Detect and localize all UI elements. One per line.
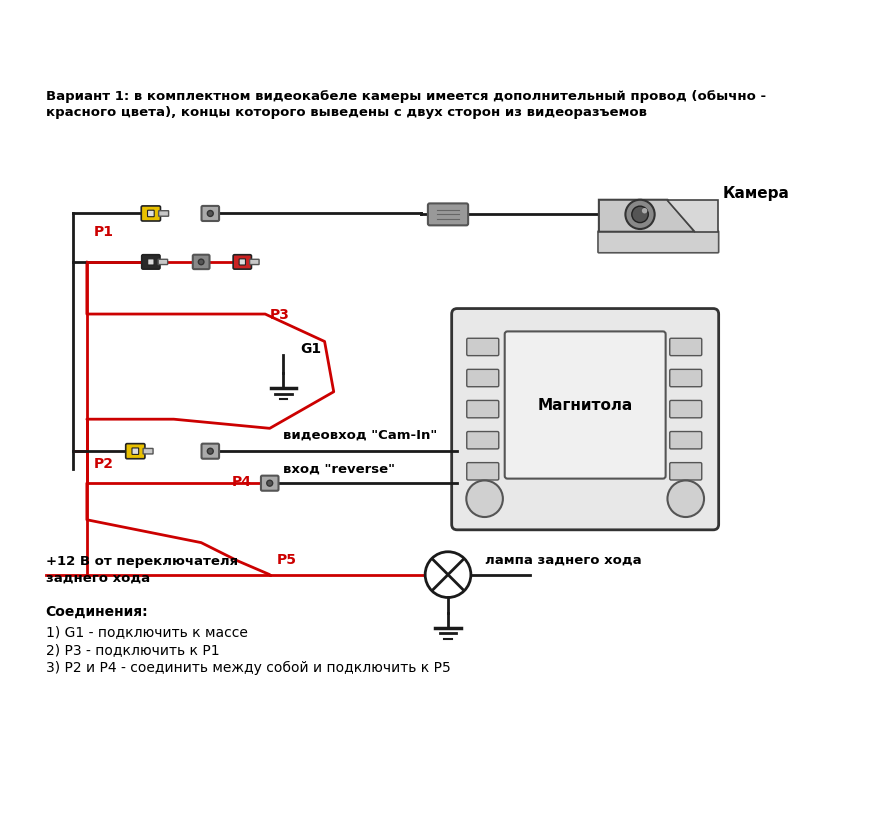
FancyBboxPatch shape xyxy=(158,259,168,264)
Polygon shape xyxy=(667,200,718,232)
FancyBboxPatch shape xyxy=(452,309,719,530)
Text: P3: P3 xyxy=(270,308,290,322)
Text: Соединения:: Соединения: xyxy=(46,605,149,619)
FancyBboxPatch shape xyxy=(193,255,210,269)
Text: вход "reverse": вход "reverse" xyxy=(284,462,395,475)
Circle shape xyxy=(198,259,204,264)
Text: красного цвета), концы которого выведены с двух сторон из видеоразъемов: красного цвета), концы которого выведены… xyxy=(46,107,647,120)
FancyBboxPatch shape xyxy=(428,204,469,225)
FancyBboxPatch shape xyxy=(598,231,719,253)
Text: G1: G1 xyxy=(300,342,321,356)
Circle shape xyxy=(208,448,213,454)
Circle shape xyxy=(425,552,471,598)
FancyBboxPatch shape xyxy=(467,338,499,355)
Text: заднего хода: заднего хода xyxy=(46,572,150,585)
Text: Магнитола: Магнитола xyxy=(537,397,633,412)
FancyBboxPatch shape xyxy=(670,338,702,355)
FancyBboxPatch shape xyxy=(141,206,161,221)
FancyBboxPatch shape xyxy=(249,259,259,264)
Text: +12 В от переключателя: +12 В от переключателя xyxy=(46,556,238,568)
FancyBboxPatch shape xyxy=(261,475,278,491)
Text: видеовход "Cam-In": видеовход "Cam-In" xyxy=(284,429,438,442)
Text: P5: P5 xyxy=(277,553,297,566)
Text: 3) Р2 и Р4 - соединить между собой и подключить к Р5: 3) Р2 и Р4 - соединить между собой и под… xyxy=(46,662,451,676)
Text: лампа заднего хода: лампа заднего хода xyxy=(484,553,641,566)
FancyBboxPatch shape xyxy=(467,462,499,480)
FancyBboxPatch shape xyxy=(670,462,702,480)
Text: Камера: Камера xyxy=(722,186,789,201)
Text: P4: P4 xyxy=(232,475,251,489)
FancyBboxPatch shape xyxy=(467,369,499,387)
Circle shape xyxy=(625,200,655,229)
FancyBboxPatch shape xyxy=(202,443,219,459)
FancyBboxPatch shape xyxy=(670,369,702,387)
Circle shape xyxy=(466,480,503,517)
Circle shape xyxy=(667,480,704,517)
FancyBboxPatch shape xyxy=(158,211,169,216)
FancyBboxPatch shape xyxy=(148,210,154,217)
Text: Вариант 1: в комплектном видеокабеле камеры имеется дополнительный провод (обычн: Вариант 1: в комплектном видеокабеле кам… xyxy=(46,90,766,103)
Polygon shape xyxy=(598,200,695,232)
Circle shape xyxy=(632,206,648,222)
Circle shape xyxy=(642,208,647,213)
FancyBboxPatch shape xyxy=(143,448,153,454)
Text: 2) Р3 - подключить к Р1: 2) Р3 - подключить к Р1 xyxy=(46,643,219,657)
FancyBboxPatch shape xyxy=(467,401,499,418)
FancyBboxPatch shape xyxy=(132,448,139,454)
Text: P2: P2 xyxy=(93,456,113,470)
FancyBboxPatch shape xyxy=(148,259,154,265)
FancyBboxPatch shape xyxy=(505,332,666,479)
FancyBboxPatch shape xyxy=(239,259,246,265)
FancyBboxPatch shape xyxy=(126,443,145,459)
FancyBboxPatch shape xyxy=(467,432,499,449)
Text: P1: P1 xyxy=(93,225,113,239)
Circle shape xyxy=(267,480,272,486)
FancyBboxPatch shape xyxy=(670,432,702,449)
Polygon shape xyxy=(598,200,621,252)
FancyBboxPatch shape xyxy=(670,401,702,418)
FancyBboxPatch shape xyxy=(202,206,219,221)
Text: 1) G1 - подключить к массе: 1) G1 - подключить к массе xyxy=(46,625,248,639)
FancyBboxPatch shape xyxy=(233,255,251,269)
FancyBboxPatch shape xyxy=(141,255,160,269)
Circle shape xyxy=(208,210,213,217)
